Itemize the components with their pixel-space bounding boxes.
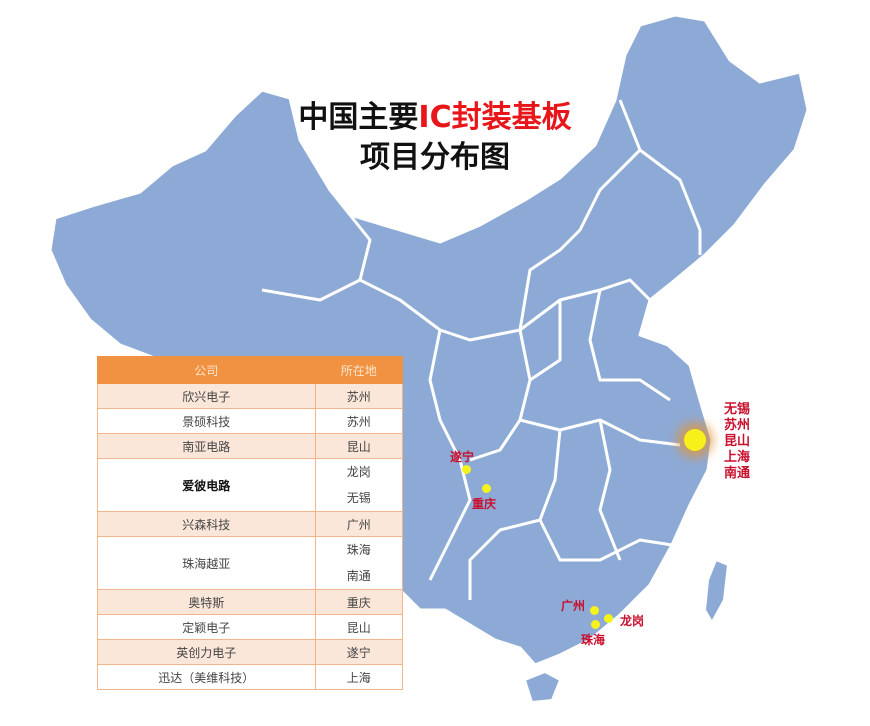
marker-zhuhai	[591, 620, 600, 629]
table-row: 英创力电子 遂宁	[97, 639, 404, 665]
taiwan-island	[703, 558, 730, 625]
marker-chongqing	[482, 484, 491, 493]
label-guangzhou: 广州	[561, 599, 586, 613]
location-item: 南通	[346, 569, 371, 583]
header-location: 所在地	[314, 356, 404, 384]
label-east-cluster: 无锡 苏州 昆山 上海 南通	[724, 402, 750, 482]
map-title: 中国主要IC封装基板 项目分布图	[270, 98, 600, 178]
location-cell: 重庆	[314, 589, 404, 615]
table-row: 欣兴电子 苏州	[97, 383, 404, 409]
location-cell: 上海	[314, 664, 404, 690]
table-row: 定颖电子 昆山	[97, 614, 404, 640]
title-line-1: 中国主要IC封装基板	[270, 98, 600, 138]
location-item: 无锡	[346, 491, 371, 505]
label-chongqing: 重庆	[472, 497, 497, 511]
table-header-row: 公司 所在地	[97, 356, 404, 384]
company-cell: 迅达（美维科技）	[97, 664, 316, 690]
city-label: 上海	[724, 450, 751, 465]
table-row: 爱彼电路 龙岗 无锡	[97, 458, 404, 512]
company-cell: 景硕科技	[97, 408, 316, 434]
company-location-table: 公司 所在地 欣兴电子 苏州 景硕科技 苏州 南亚电路 昆山 爱彼电路 龙岗 无锡 兴森科…	[97, 356, 404, 690]
title-prefix: 中国主要	[298, 100, 419, 135]
company-cell: 爱彼电路	[97, 458, 316, 512]
province-borders	[261, 99, 702, 600]
location-cell: 昆山	[314, 433, 404, 459]
header-company: 公司	[97, 356, 316, 384]
city-label: 南通	[724, 466, 751, 481]
company-cell: 定颖电子	[97, 614, 316, 640]
table-row: 珠海越亚 珠海 南通	[97, 536, 404, 590]
location-cell: 龙岗 无锡	[314, 458, 404, 512]
company-cell: 奥特斯	[97, 589, 316, 615]
location-cell: 广州	[314, 511, 404, 537]
title-line-2: 项目分布图	[360, 140, 510, 175]
marker-suining	[462, 465, 471, 474]
company-cell: 珠海越亚	[97, 536, 316, 590]
table-row: 兴森科技 广州	[97, 511, 404, 537]
location-item: 珠海	[346, 543, 371, 557]
company-cell: 英创力电子	[97, 639, 316, 665]
company-cell: 兴森科技	[97, 511, 316, 537]
marker-guangzhou	[590, 606, 599, 615]
table-row: 景硕科技 苏州	[97, 408, 404, 434]
company-cell: 南亚电路	[97, 433, 316, 459]
location-item: 龙岗	[346, 465, 371, 479]
location-cell: 珠海 南通	[314, 536, 404, 590]
location-cell: 苏州	[314, 383, 404, 409]
marker-longgang	[604, 614, 613, 623]
location-cell: 苏州	[314, 408, 404, 434]
location-cell: 遂宁	[314, 639, 404, 665]
table-row: 奥特斯 重庆	[97, 589, 404, 615]
table-row: 南亚电路 昆山	[97, 433, 404, 459]
city-label: 昆山	[724, 434, 751, 449]
label-suining: 遂宁	[450, 450, 475, 464]
location-cell: 昆山	[314, 614, 404, 640]
city-label: 苏州	[724, 418, 751, 433]
hainan-island	[523, 670, 562, 704]
table-row: 迅达（美维科技） 上海	[97, 664, 404, 690]
label-longgang: 龙岗	[620, 614, 645, 628]
company-cell: 欣兴电子	[97, 383, 316, 409]
marker-yangtze-delta	[684, 429, 706, 451]
title-highlight: IC封装基板	[418, 100, 572, 135]
label-zhuhai: 珠海	[581, 633, 606, 647]
city-label: 无锡	[724, 402, 751, 417]
